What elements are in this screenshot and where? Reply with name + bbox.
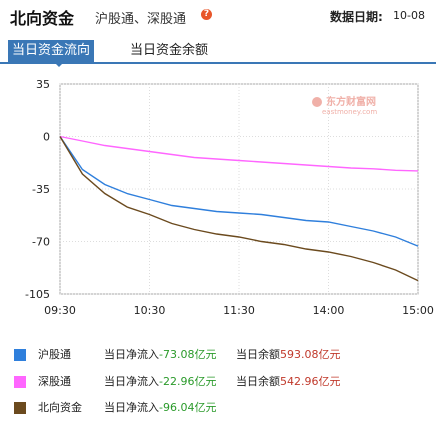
header: 北向资金 沪股通、深股通 ? 数据日期: 10-08 — [0, 0, 436, 30]
legend-name: 深股通 — [38, 375, 71, 388]
y-tick-label: 35 — [36, 78, 50, 91]
legend-name: 北向资金 — [38, 401, 82, 414]
legend-balance: 当日余额542.96亿元 — [236, 375, 341, 388]
legend-flow: 当日净流入-73.08亿元 — [104, 348, 217, 361]
x-tick-label: 09:30 — [44, 304, 76, 317]
legend-name: 沪股通 — [38, 348, 71, 361]
question-icon[interactable]: ? — [201, 9, 212, 20]
x-axis-ticks: 09:30 10:30 11:30 14:00 15:00 — [44, 304, 434, 317]
y-tick-label: -35 — [32, 183, 50, 196]
x-tick-label: 15:00 — [402, 304, 434, 317]
series-line-0 — [59, 136, 419, 247]
watermark-logo-icon — [312, 97, 322, 107]
watermark-logo: 东方财富网 eastmoney.com — [312, 95, 377, 116]
chart-grid — [59, 83, 419, 295]
date-value: 10-08 — [393, 9, 425, 22]
watermark-domain: eastmoney.com — [322, 108, 377, 116]
watermark-brand: 东方财富网 — [326, 95, 376, 108]
date-label: 数据日期: — [330, 10, 383, 24]
legend-row-north: 北向资金 当日净流入-96.04亿元 — [0, 397, 436, 419]
x-tick-label: 11:30 — [223, 304, 255, 317]
tab-flow[interactable]: 当日资金流向 — [8, 40, 95, 62]
legend-flow: 当日净流入-96.04亿元 — [104, 401, 217, 414]
x-tick-label: 10:30 — [134, 304, 166, 317]
legend-row-shenzhen: 深股通 当日净流入-22.96亿元 当日余额542.96亿元 — [0, 371, 436, 393]
legend-swatch — [14, 402, 26, 414]
tab-underline — [0, 62, 436, 64]
legend-swatch — [14, 349, 26, 361]
tab-balance[interactable]: 当日资金余额 — [130, 43, 209, 58]
legend-swatch — [14, 376, 26, 388]
series-line-2 — [59, 136, 419, 282]
page-subtitle: 沪股通、深股通 — [95, 12, 187, 27]
y-tick-label: -105 — [25, 288, 50, 301]
flow-chart: 350-35-70-105 09:30 10:30 11:30 14:00 15:00 … — [25, 78, 434, 317]
legend-row-shanghai: 沪股通 当日净流入-73.08亿元 当日余额593.08亿元 — [0, 344, 436, 366]
series-line-1 — [59, 135, 419, 172]
tab-caret — [54, 62, 64, 67]
page-title: 北向资金 — [10, 9, 75, 28]
legend-flow: 当日净流入-22.96亿元 — [104, 375, 217, 388]
chart-lines — [59, 135, 419, 282]
x-tick-label: 14:00 — [313, 304, 345, 317]
legend-balance: 当日余额593.08亿元 — [236, 348, 341, 361]
y-axis-ticks: 35 0 -35 -70 -105 — [25, 78, 50, 301]
y-tick-label: 0 — [43, 131, 50, 144]
y-tick-label: -70 — [32, 236, 50, 249]
